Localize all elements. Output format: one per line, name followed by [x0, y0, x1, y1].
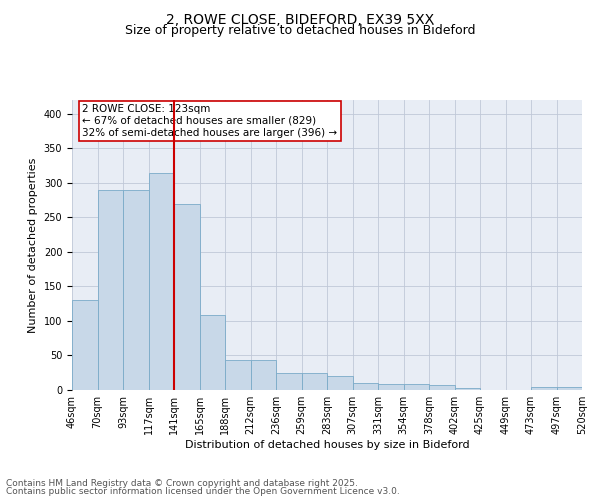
Bar [378, 384, 404, 390]
Bar [404, 384, 429, 390]
Bar [149, 172, 174, 390]
Bar [455, 388, 480, 390]
Bar [97, 190, 123, 390]
Bar [353, 383, 378, 390]
Bar [531, 387, 557, 390]
Bar [225, 360, 251, 390]
X-axis label: Distribution of detached houses by size in Bideford: Distribution of detached houses by size … [185, 440, 469, 450]
Bar [251, 360, 276, 390]
Bar [199, 316, 225, 390]
Bar [276, 372, 302, 390]
Bar [302, 372, 327, 390]
Bar [72, 300, 97, 390]
Text: 2 ROWE CLOSE: 123sqm
← 67% of detached houses are smaller (829)
32% of semi-deta: 2 ROWE CLOSE: 123sqm ← 67% of detached h… [82, 104, 337, 138]
Text: Contains HM Land Registry data © Crown copyright and database right 2025.: Contains HM Land Registry data © Crown c… [6, 478, 358, 488]
Text: Size of property relative to detached houses in Bideford: Size of property relative to detached ho… [125, 24, 475, 37]
Bar [327, 376, 353, 390]
Text: Contains public sector information licensed under the Open Government Licence v3: Contains public sector information licen… [6, 487, 400, 496]
Bar [123, 190, 149, 390]
Bar [429, 385, 455, 390]
Text: 2, ROWE CLOSE, BIDEFORD, EX39 5XX: 2, ROWE CLOSE, BIDEFORD, EX39 5XX [166, 12, 434, 26]
Y-axis label: Number of detached properties: Number of detached properties [28, 158, 38, 332]
Bar [557, 387, 582, 390]
Bar [174, 204, 199, 390]
